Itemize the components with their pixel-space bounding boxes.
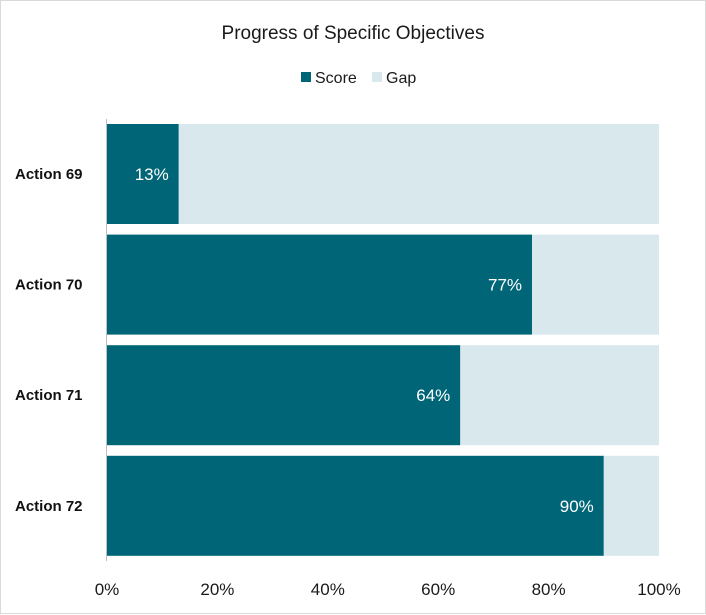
category-label-2: Action 70 <box>15 277 83 294</box>
plot-area: 13% 77% 64% 90% <box>107 124 659 556</box>
legend-label-gap: Gap <box>386 70 416 87</box>
x-tick-label-2: 20% <box>200 580 234 599</box>
chart-title: Progress of Specific Objectives <box>222 23 485 44</box>
bar-score-3 <box>107 345 461 446</box>
bar-score-2 <box>107 234 533 335</box>
bar-gap-2 <box>532 234 659 335</box>
category-label-1: Action 69 <box>15 166 83 183</box>
bar-gap-1 <box>178 124 659 224</box>
category-label-3: Action 71 <box>15 387 83 404</box>
x-tick-label-4: 60% <box>421 580 455 599</box>
legend-label-score: Score <box>315 70 357 87</box>
x-tick-label-1: 0% <box>95 580 120 599</box>
x-tick-label-5: 80% <box>532 580 566 599</box>
bar-gap-4 <box>603 455 659 556</box>
bar-score-4 <box>107 455 604 556</box>
data-label-4: 90% <box>560 497 594 516</box>
data-label-1: 13% <box>135 165 169 184</box>
x-tick-label-6: 100% <box>637 580 680 599</box>
legend-swatch-score <box>301 72 311 82</box>
value-axis: 0% 20% 40% 60% 80% 100% <box>95 580 681 599</box>
legend: Score Gap <box>301 70 416 87</box>
data-label-3: 64% <box>416 386 450 405</box>
legend-swatch-gap <box>372 72 382 82</box>
data-label-2: 77% <box>488 276 522 295</box>
bar-score-1 <box>107 124 179 224</box>
bar-gap-3 <box>460 345 659 446</box>
category-axis: Action 69 Action 70 Action 71 Action 72 <box>15 166 83 515</box>
x-tick-label-3: 40% <box>311 580 345 599</box>
category-label-4: Action 72 <box>15 498 83 515</box>
